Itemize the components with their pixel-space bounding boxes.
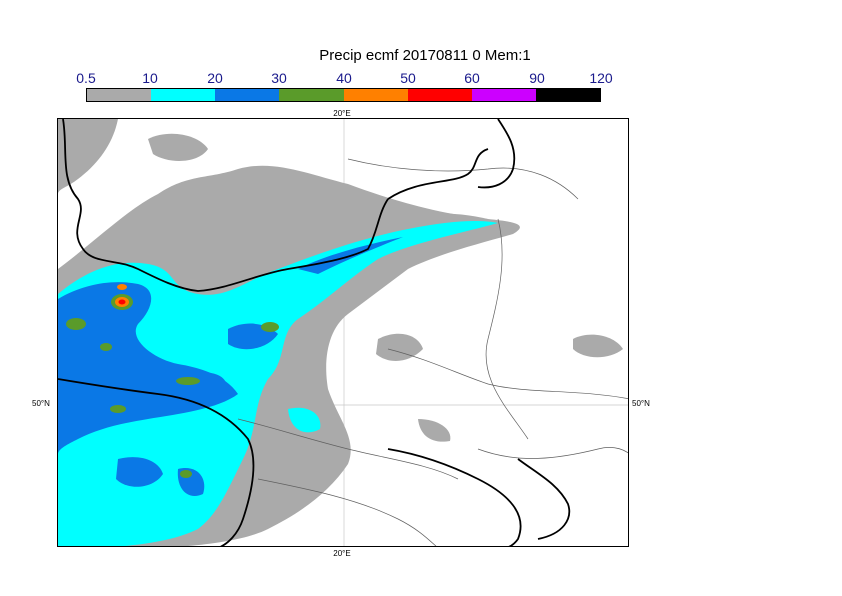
colorbar-label: 30 [271,70,287,86]
colorbar-segment-8 [535,89,600,101]
colorbar-segment-1 [87,89,152,101]
colorbar-label: 10 [142,70,158,86]
lon-label-bottom: 20°E [333,549,351,558]
colorbar-label: 0.5 [76,70,96,86]
colorbar-segment-6 [407,89,472,101]
precip-blue [58,237,403,497]
coastlines [58,119,571,546]
lon-label-top: 20°E [333,109,351,118]
country-borders [237,158,628,546]
colorbar-segment-7 [471,89,536,101]
colorbar-label: 50 [400,70,416,86]
colorbar-segment-3 [215,89,280,101]
colorbar [86,88,601,102]
chart-title: Precip ecmf 20170811 0 Mem:1 [319,47,531,64]
colorbar-segment-2 [151,89,216,101]
colorbar-label: 90 [529,70,545,86]
map-canvas [58,119,628,546]
lat-label-right: 50°N [632,399,650,408]
precip-green [66,318,279,478]
colorbar-label: 20 [207,70,223,86]
colorbar-label: 60 [464,70,480,86]
colorbar-segment-4 [279,89,344,101]
lat-label-left: 50°N [32,399,50,408]
colorbar-segment-5 [343,89,408,101]
precip-cores [111,284,133,310]
colorbar-label: 120 [589,70,613,86]
precip-cyan [58,221,498,546]
colorbar-label: 40 [336,70,352,86]
precip-map [57,118,629,547]
